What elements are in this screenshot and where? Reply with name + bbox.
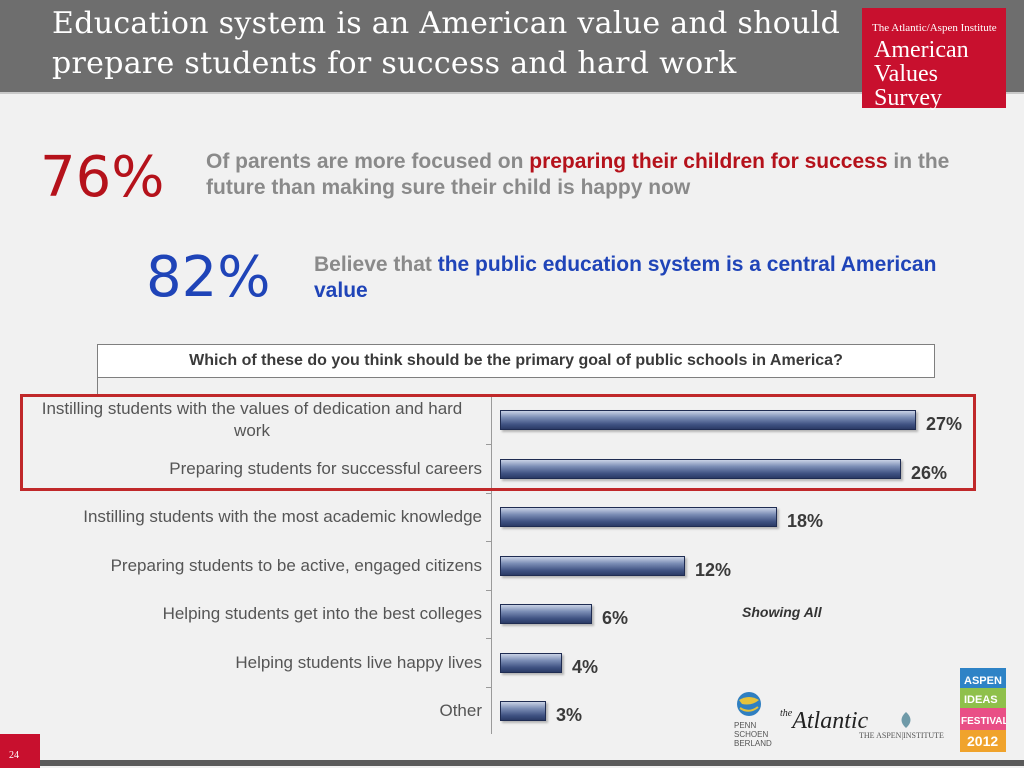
header-band [0,0,1024,92]
svg-text:2012: 2012 [967,733,998,749]
bar [500,410,916,430]
svg-text:THE ASPEN|INSTITUTE: THE ASPEN|INSTITUTE [859,731,944,740]
bar [500,701,546,721]
stat-76-value: 76% [40,145,165,210]
svg-text:FESTIVAL: FESTIVAL [961,716,1006,727]
bar [500,604,592,624]
category-label: Helping students live happy lives [235,653,482,672]
highlight-box [20,394,976,491]
axis-tick [486,638,492,639]
page-number: 24 [9,750,19,761]
logo-line1: American [874,37,969,63]
leaf-icon: THE ASPEN|INSTITUTE [859,712,944,740]
value-label: 12% [695,560,732,580]
value-label: 3% [556,705,583,725]
category-label: Instilling students with the values of d… [41,399,463,440]
bar [500,653,562,673]
bar [500,556,685,576]
value-label: 26% [911,463,948,483]
value-label: 18% [787,511,824,531]
value-label: 27% [926,414,963,434]
psb-logo-line2: SCHOEN [734,730,768,739]
psb-logo-line3: BERLAND [734,739,772,748]
bar [500,507,777,527]
stat-82-value: 82% [146,245,271,310]
slide-title: Education system is an American value an… [52,4,872,84]
stat-76-text-part2: in the future than making sure their chi… [206,150,950,199]
logo-line2: Values [874,61,938,87]
psb-logo: PENN SCHOEN BERLAND [730,690,780,758]
page-number-badge: 24 [0,734,40,768]
stat-76-text-part1: Of parents are more focused on [206,150,530,173]
axis-tick [486,590,492,591]
axis-tick [486,687,492,688]
category-label: Other [439,701,482,720]
aspen-institute-logo: THE ASPEN|INSTITUTE [858,710,956,740]
stat-76-text: Of parents are more focused on preparing… [206,149,976,201]
logo-line3: Survey [874,85,942,111]
bar [500,459,901,479]
axis-tick [486,444,492,445]
category-label: Preparing students to be active, engaged… [110,556,482,575]
category-label: Preparing students for successful career… [169,459,482,478]
survey-question: Which of these do you think should be th… [97,344,935,378]
aspen-ideas-festival-logo: ASPEN IDEAS FESTIVAL 2012 [960,668,1009,752]
axis-tick [486,541,492,542]
stat-76-text-highlight: preparing their children for success [529,150,888,173]
bottom-bar [40,760,1024,766]
slide-title-line1: Education system is an American value an… [52,6,841,41]
american-values-survey-logo: The Atlantic/Aspen Institute American Va… [862,8,1006,111]
chart-note: Showing All [742,604,822,620]
svg-text:ASPEN: ASPEN [964,675,1002,687]
chart-axis [491,396,492,734]
question-connector [97,378,98,394]
value-label: 6% [602,608,629,628]
globe-icon: PENN SCHOEN BERLAND [734,692,772,748]
category-label: Helping students get into the best colle… [162,604,482,623]
psb-logo-line1: PENN [734,721,756,730]
stat-82-text-highlight: the public education system is a central… [314,253,937,302]
svg-text:IDEAS: IDEAS [964,694,998,706]
festival-mark: ASPEN IDEAS FESTIVAL 2012 [960,668,1009,752]
stat-82-text: Believe that the public education system… [314,252,964,304]
category-label: Instilling students with the most academ… [83,507,482,526]
header-separator [0,92,1024,94]
stat-82-text-part1: Believe that [314,253,438,276]
axis-tick [486,493,492,494]
atlantic-logo: theAtlantic [780,708,869,734]
slide-title-line2: prepare students for success and hard wo… [52,46,737,81]
logo-subtitle: The Atlantic/Aspen Institute [872,22,997,34]
value-label: 4% [572,657,599,677]
